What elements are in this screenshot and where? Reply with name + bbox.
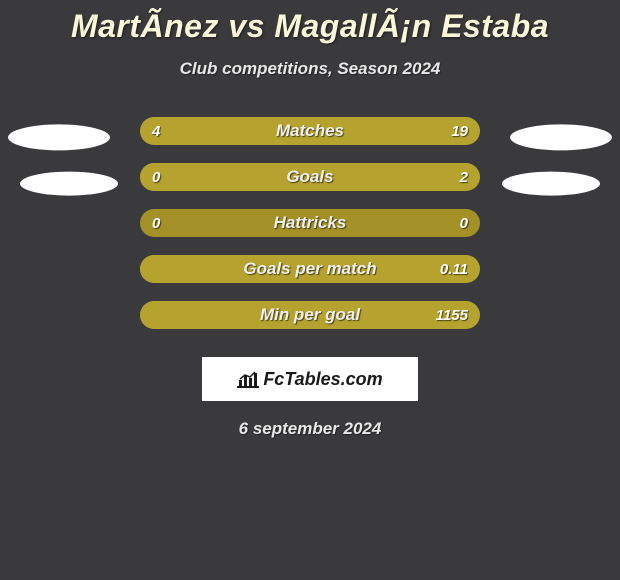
subtitle: Club competitions, Season 2024 — [0, 59, 620, 79]
stat-row: Goals per match0.11 — [0, 255, 620, 301]
stat-bar: Matches419 — [140, 117, 480, 145]
logo-box[interactable]: FcTables.com — [202, 357, 418, 401]
logo: FcTables.com — [237, 369, 382, 390]
player-avatar-right — [502, 172, 600, 196]
stat-value-left: 0 — [152, 209, 160, 237]
stat-row: Hattricks0 0 — [0, 209, 620, 255]
bar-fill-right — [140, 255, 480, 283]
stat-bar: Min per goal1155 — [140, 301, 480, 329]
stat-row: Matches419 — [0, 117, 620, 163]
player-avatar-left — [8, 124, 110, 150]
player-avatar-right — [510, 124, 612, 150]
bar-fill-right — [198, 117, 480, 145]
player-avatar-left — [20, 172, 118, 196]
stat-bar: Goals02 — [140, 163, 480, 191]
stat-row: Min per goal1155 — [0, 301, 620, 347]
stat-value-right: 0 — [460, 209, 468, 237]
stat-bar: Goals per match0.11 — [140, 255, 480, 283]
bar-fill-left — [140, 117, 198, 145]
stat-label: Hattricks — [140, 209, 480, 237]
stat-row: Goals02 — [0, 163, 620, 209]
stat-rows: Matches419 Goals02 Hattricks0 0 Goals per ma… — [0, 117, 620, 347]
bar-fill-right — [140, 163, 480, 191]
date-text: 6 september 2024 — [0, 419, 620, 439]
logo-text: FcTables.com — [263, 369, 382, 390]
chart-icon — [237, 370, 259, 388]
comparison-widget: MartÃ­nez vs MagallÃ¡n Estaba Club compe… — [0, 0, 620, 439]
bar-fill-right — [140, 301, 480, 329]
page-title: MartÃ­nez vs MagallÃ¡n Estaba — [0, 8, 620, 45]
stat-bar: Hattricks0 0 — [140, 209, 480, 237]
